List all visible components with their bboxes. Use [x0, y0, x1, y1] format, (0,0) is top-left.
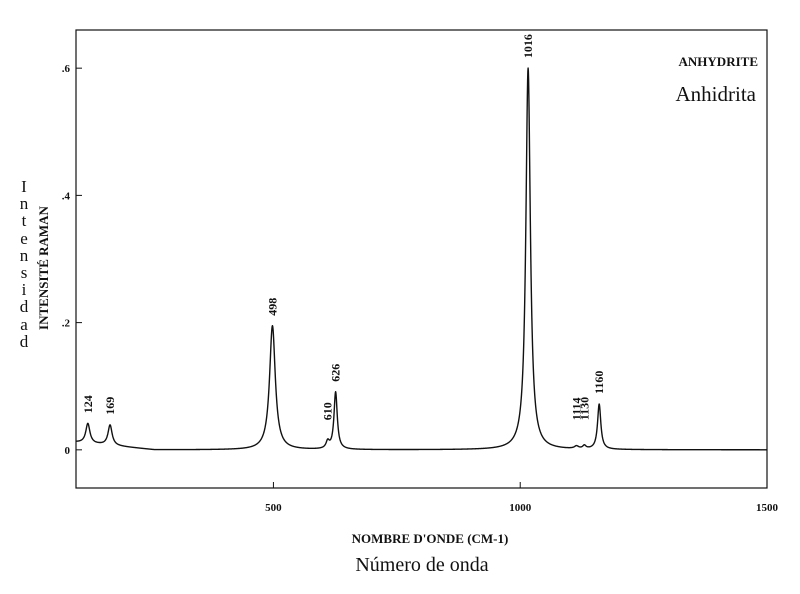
- x-tick-label: 1000: [509, 502, 532, 514]
- x-axis-label: NOMBRE D'ONDE (CM-1): [352, 531, 509, 546]
- y-tick-label: .6: [62, 63, 71, 75]
- x-tick-label: 500: [265, 502, 282, 514]
- y-tick-label: .2: [62, 318, 71, 330]
- chart-subtitle: Anhidrita: [676, 82, 757, 106]
- chart-title: ANHYDRITE: [679, 54, 758, 69]
- peak-label: 124: [81, 395, 95, 413]
- peak-label: 1130: [577, 397, 591, 420]
- peak-label: 626: [329, 364, 343, 382]
- peak-label: 169: [103, 397, 117, 415]
- peak-label: 1160: [592, 371, 606, 394]
- y-axis-label: INTENSITÉ RAMAN: [36, 205, 51, 329]
- peak-label: 1114: [570, 398, 584, 421]
- plot-frame: [75, 29, 768, 489]
- x-axis-label-es: Número de onda: [355, 554, 488, 576]
- peak-label: 1016: [521, 34, 535, 58]
- x-tick-label: 1500: [756, 502, 779, 514]
- spectrum-line: [75, 67, 768, 451]
- y-tick-label: 0: [65, 445, 71, 457]
- peak-label: 610: [321, 402, 335, 420]
- y-tick-label: .4: [62, 190, 71, 202]
- peak-label: 498: [265, 298, 279, 316]
